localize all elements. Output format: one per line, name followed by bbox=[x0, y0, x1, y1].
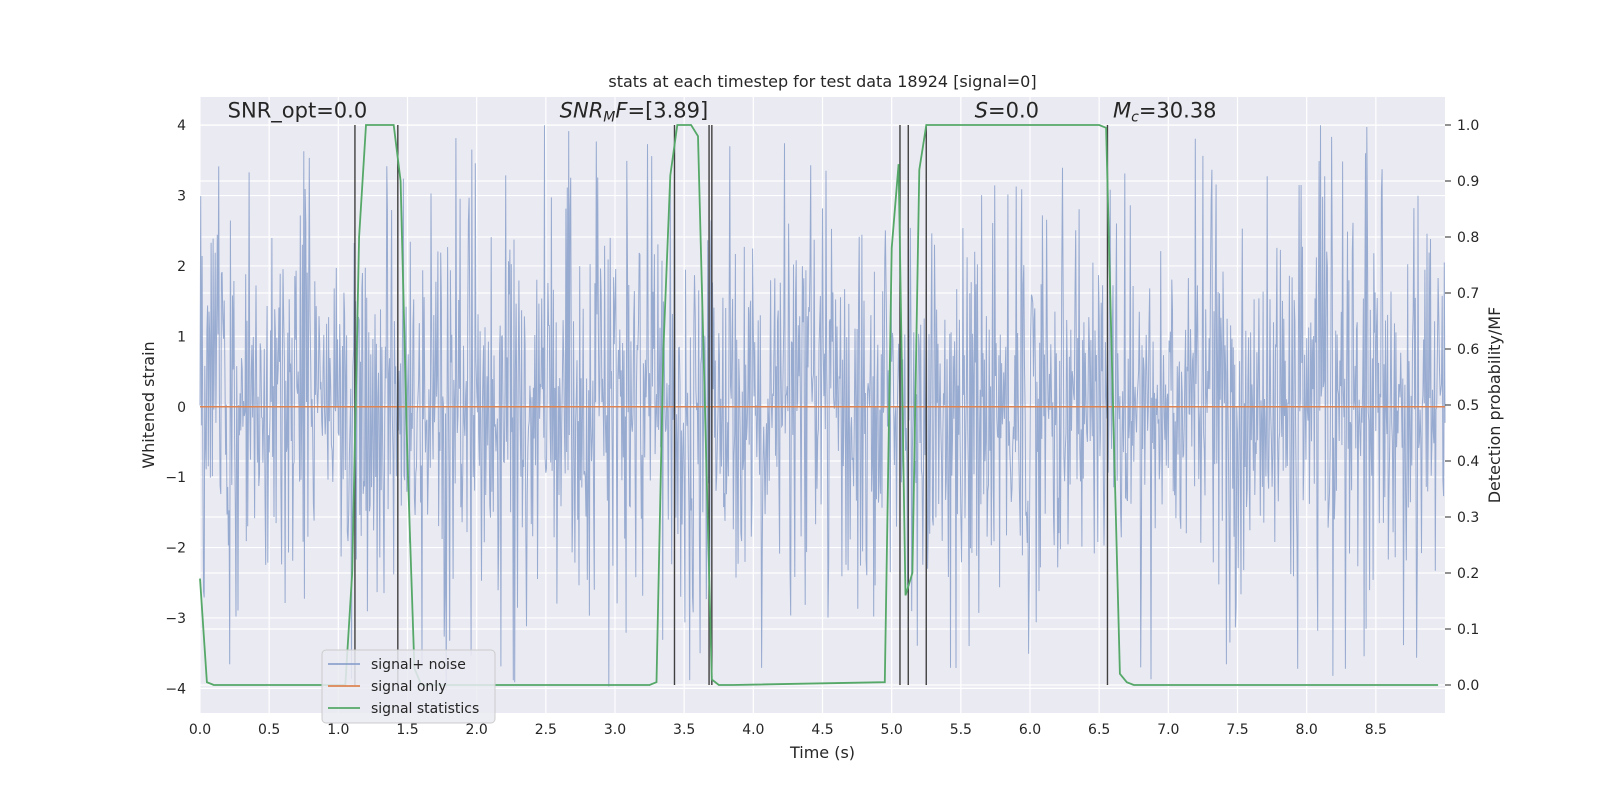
legend-label-signal-noise: signal+ noise bbox=[371, 657, 466, 673]
y-axis-label: Whitened strain bbox=[139, 341, 158, 468]
x-tick-label: 2.5 bbox=[535, 722, 557, 738]
annotation-rest: =[3.89] bbox=[627, 99, 708, 123]
legend-box bbox=[321, 649, 496, 724]
legend-label-signal-statistics: signal statistics bbox=[371, 701, 479, 717]
y2-tick-label: 0.5 bbox=[1457, 398, 1479, 414]
x-tick-label: 8.0 bbox=[1296, 722, 1318, 738]
annotation-text: SNR_opt=0.0 bbox=[228, 99, 368, 124]
x-tick-label: 4.5 bbox=[811, 722, 833, 738]
y-axis-ticks: 4 3 2 1 0 −1 −2 −3 −4 bbox=[165, 118, 186, 697]
x-tick-label: 5.0 bbox=[881, 722, 903, 738]
y2-tick-label: 0.3 bbox=[1457, 510, 1479, 526]
x-tick-label: 7.5 bbox=[1226, 722, 1248, 738]
y2-tick-label: 0.0 bbox=[1457, 678, 1479, 694]
x-tick-label: 7.0 bbox=[1157, 722, 1179, 738]
x-tick-label: 0.5 bbox=[258, 722, 280, 738]
y-tick-label: −3 bbox=[165, 611, 186, 627]
annotation-subscript: M bbox=[603, 110, 615, 126]
x-tick-label: 5.5 bbox=[950, 722, 972, 738]
y2-axis-label: Detection probability/MF bbox=[1485, 307, 1504, 504]
y2-tick-label: 0.2 bbox=[1457, 566, 1479, 582]
x-axis-ticks: 0.0 0.5 1.0 1.5 2.0 2.5 3.0 3.5 4.0 4.5 5.0 5.5 6.0 6… bbox=[189, 722, 1387, 738]
x-axis-label: Time (s) bbox=[789, 743, 855, 762]
signal-statistics-line bbox=[199, 124, 1439, 686]
series-signal-noise bbox=[199, 125, 1446, 689]
annotation-suffix: =30.38 bbox=[1139, 99, 1217, 123]
x-tick-label: 2.0 bbox=[466, 722, 488, 738]
y-tick-label: 2 bbox=[177, 259, 186, 275]
annotation-text: Mc=30.38 bbox=[1113, 99, 1217, 126]
y2-tick-label: 0.4 bbox=[1457, 454, 1479, 470]
x-tick-label: 1.0 bbox=[327, 722, 349, 738]
y2-tick-label: 0.6 bbox=[1457, 342, 1479, 358]
annotation-main: SNR bbox=[560, 99, 604, 123]
x-tick-label: 3.0 bbox=[604, 722, 626, 738]
legend-label-signal-only: signal only bbox=[371, 679, 446, 695]
y2-tick-label: 0.1 bbox=[1457, 622, 1479, 638]
annotation-text: SNRMF=[3.89] bbox=[560, 99, 709, 126]
y-tick-label: 3 bbox=[177, 189, 186, 205]
y-tick-label: 4 bbox=[177, 118, 186, 134]
y-tick-label: −1 bbox=[165, 470, 186, 486]
legend: signal+ noise signal only signal statist… bbox=[321, 649, 496, 724]
annotation-italic: F bbox=[615, 99, 628, 123]
y-tick-label: −2 bbox=[165, 541, 186, 557]
annotation-main: S bbox=[975, 99, 988, 123]
y2-tick-label: 0.8 bbox=[1457, 230, 1479, 246]
y-tick-label: 0 bbox=[177, 400, 186, 416]
y2-axis-ticks: 1.0 0.9 0.8 0.7 0.6 0.5 0.4 0.3 0.2 0.1 0.0 bbox=[1445, 118, 1479, 694]
series-signal-statistics bbox=[199, 124, 1439, 686]
annotation-main: M bbox=[1113, 99, 1131, 123]
x-tick-label: 0.0 bbox=[189, 722, 211, 738]
x-tick-label: 6.5 bbox=[1088, 722, 1110, 738]
annotation-suffix: =0.0 bbox=[988, 99, 1039, 123]
x-tick-label: 1.5 bbox=[396, 722, 418, 738]
y-tick-label: 1 bbox=[177, 329, 186, 345]
signal-noise-line bbox=[199, 125, 1446, 689]
y2-tick-label: 0.7 bbox=[1457, 286, 1479, 302]
annotation-text: S=0.0 bbox=[975, 99, 1039, 123]
annotation-suffix: F=[3.89] bbox=[615, 99, 708, 123]
x-tick-label: 3.5 bbox=[673, 722, 695, 738]
y2-tick-label: 1.0 bbox=[1457, 118, 1479, 134]
annotation-subscript: c bbox=[1131, 110, 1139, 126]
chart-title: stats at each timestep for test data 189… bbox=[608, 72, 1036, 91]
x-tick-label: 8.5 bbox=[1365, 722, 1387, 738]
y-tick-label: −4 bbox=[165, 681, 186, 697]
y2-tick-label: 0.9 bbox=[1457, 174, 1479, 190]
x-tick-label: 6.0 bbox=[1019, 722, 1041, 738]
x-tick-label: 4.0 bbox=[742, 722, 764, 738]
annotations: SNR_opt=0.0 SNRMF=[3.89] S=0.0 Mc=30.38 bbox=[228, 99, 1217, 126]
